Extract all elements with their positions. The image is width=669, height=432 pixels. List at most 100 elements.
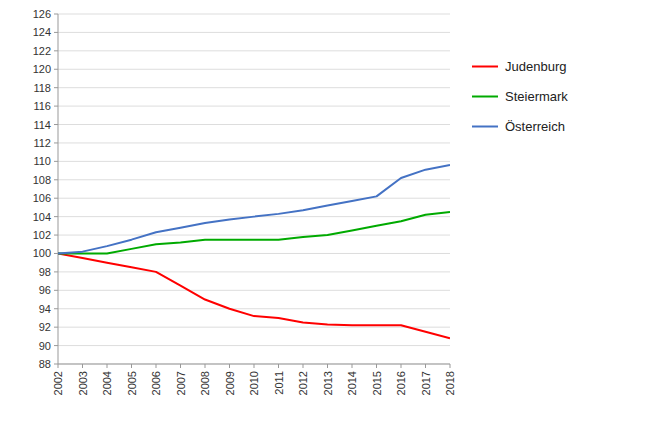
y-tick — [54, 69, 58, 70]
y-tick — [54, 50, 58, 51]
x-tick-label: 2006 — [150, 371, 162, 395]
y-tick-label: 118 — [33, 82, 51, 94]
x-tick — [401, 364, 402, 368]
y-tick-label: 120 — [33, 63, 51, 75]
y-tick — [54, 32, 58, 33]
y-tick — [54, 87, 58, 88]
x-tick-label: 2016 — [395, 371, 407, 395]
y-tick — [54, 253, 58, 254]
x-tick-label: 2009 — [224, 371, 236, 395]
x-tick-label: 2005 — [126, 371, 138, 395]
x-tick — [303, 364, 304, 368]
x-tick-label: 2007 — [175, 371, 187, 395]
y-tick-label: 100 — [33, 247, 51, 259]
x-tick — [450, 364, 451, 368]
y-tick — [54, 179, 58, 180]
x-tick-label: 2017 — [420, 371, 432, 395]
grid-line — [58, 290, 450, 291]
grid-line — [58, 161, 450, 162]
grid — [58, 14, 450, 364]
y-tick-label: 92 — [39, 321, 51, 333]
y-tick — [54, 198, 58, 199]
y-tick — [54, 216, 58, 217]
x-tick — [254, 364, 255, 368]
y-tick-label: 114 — [33, 119, 51, 131]
x-tick — [58, 364, 59, 368]
grid-line — [58, 69, 450, 70]
x-tick — [376, 364, 377, 368]
y-tick-label: 106 — [33, 192, 51, 204]
y-tick — [54, 124, 58, 125]
legend-swatch — [472, 66, 498, 68]
x-tick — [205, 364, 206, 368]
y-tick — [54, 106, 58, 107]
y-tick-label: 98 — [39, 266, 51, 278]
grid-line — [58, 87, 450, 88]
x-tick — [327, 364, 328, 368]
grid-line — [58, 198, 450, 199]
series-line — [58, 212, 450, 253]
x-tick-label: 2011 — [273, 371, 285, 395]
grid-line — [58, 142, 450, 143]
y-tick — [54, 142, 58, 143]
x-tick — [229, 364, 230, 368]
grid-line — [58, 327, 450, 328]
y-tick — [54, 290, 58, 291]
y-tick — [54, 235, 58, 236]
legend-label: Steiermark — [505, 89, 568, 104]
legend-label: Österreich — [505, 119, 565, 134]
y-tick-label: 108 — [33, 174, 51, 186]
x-tick — [156, 364, 157, 368]
legend: Judenburg Steiermark Österreich — [472, 59, 568, 134]
x-tick-label: 2018 — [444, 371, 456, 395]
legend-swatch — [472, 126, 498, 128]
x-tick-label: 2008 — [199, 371, 211, 395]
y-tick-label: 126 — [33, 8, 51, 20]
x-tick-label: 2015 — [371, 371, 383, 395]
x-tick-label: 2004 — [101, 371, 113, 395]
y-tick — [54, 345, 58, 346]
y-tick — [54, 271, 58, 272]
y-tick-label: 110 — [33, 155, 51, 167]
x-tick — [107, 364, 108, 368]
y-tick — [54, 14, 58, 15]
y-tick-label: 90 — [39, 340, 51, 352]
legend-swatch — [472, 96, 498, 98]
grid-line — [58, 32, 450, 33]
y-tick-label: 96 — [39, 284, 51, 296]
x-tick-label: 2002 — [52, 371, 64, 395]
legend-label: Judenburg — [505, 59, 566, 74]
x-tick-label: 2003 — [77, 371, 89, 395]
y-tick — [54, 161, 58, 162]
y-tick — [54, 364, 58, 365]
y-tick-label: 88 — [39, 358, 51, 370]
y-tick-label: 102 — [33, 229, 51, 241]
x-tick-label: 2012 — [297, 371, 309, 395]
grid-line — [58, 106, 450, 107]
y-ticks: 8890929496981001021041061081101121141161… — [33, 8, 58, 370]
x-tick — [425, 364, 426, 368]
grid-line — [58, 345, 450, 346]
x-tick — [131, 364, 132, 368]
y-tick — [54, 308, 58, 309]
x-tick-label: 2010 — [248, 371, 260, 395]
x-tick-label: 2014 — [346, 371, 358, 395]
series-line — [58, 165, 450, 253]
x-tick — [180, 364, 181, 368]
x-tick — [352, 364, 353, 368]
grid-line — [58, 271, 450, 272]
x-tick — [82, 364, 83, 368]
grid-line — [58, 235, 450, 236]
grid-line — [58, 179, 450, 180]
y-tick-label: 112 — [33, 137, 51, 149]
lines — [58, 165, 450, 338]
x-tick — [278, 364, 279, 368]
y-tick-label: 116 — [33, 100, 51, 112]
y-tick-label: 124 — [33, 26, 51, 38]
x-tick-label: 2013 — [322, 371, 334, 395]
grid-line — [58, 50, 450, 51]
grid-line — [58, 253, 450, 254]
grid-line — [58, 308, 450, 309]
x-ticks: 2002 2003 2004 2005 2006 2007 2008 2009 2010 2011… — [52, 364, 456, 395]
y-axis-line — [58, 14, 59, 364]
